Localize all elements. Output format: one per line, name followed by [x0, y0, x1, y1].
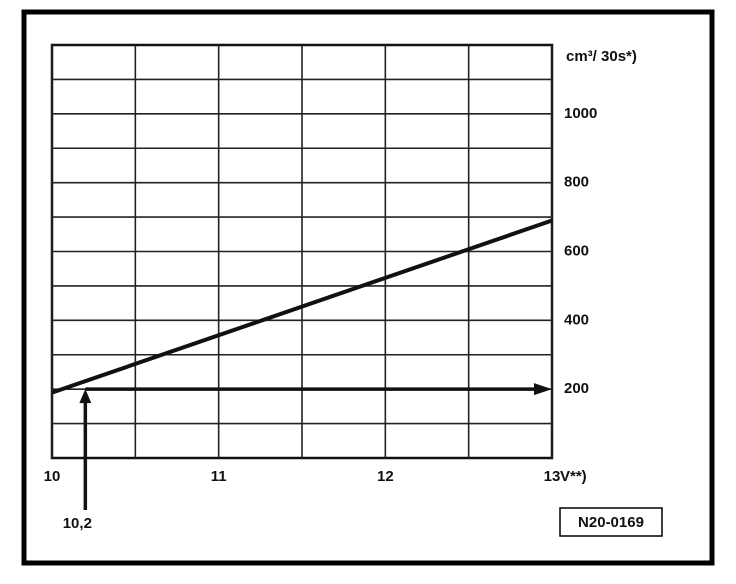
annotation-label: 10,2: [63, 515, 92, 532]
y-tick-label: 1000: [564, 105, 597, 122]
x-axis-label: V**): [560, 468, 587, 485]
arrow-head: [534, 383, 552, 396]
y-tick-label: 800: [564, 174, 589, 191]
figure-id-box: [559, 507, 663, 537]
x-tick-label: 12: [377, 468, 394, 485]
line-series: [51, 218, 553, 395]
y-tick-label: 400: [564, 311, 589, 328]
x-tick-label: 13: [544, 468, 561, 485]
y-axis-label: cm³/ 30s*): [566, 48, 637, 65]
arrow-head: [79, 389, 92, 404]
y-tick-label: 200: [564, 380, 589, 397]
y-tick-label: 600: [564, 242, 589, 259]
figure-id: N20-0169: [578, 514, 644, 531]
x-tick-label: 11: [211, 468, 227, 485]
x-tick-label: 10: [44, 468, 61, 485]
frame: [21, 9, 715, 566]
